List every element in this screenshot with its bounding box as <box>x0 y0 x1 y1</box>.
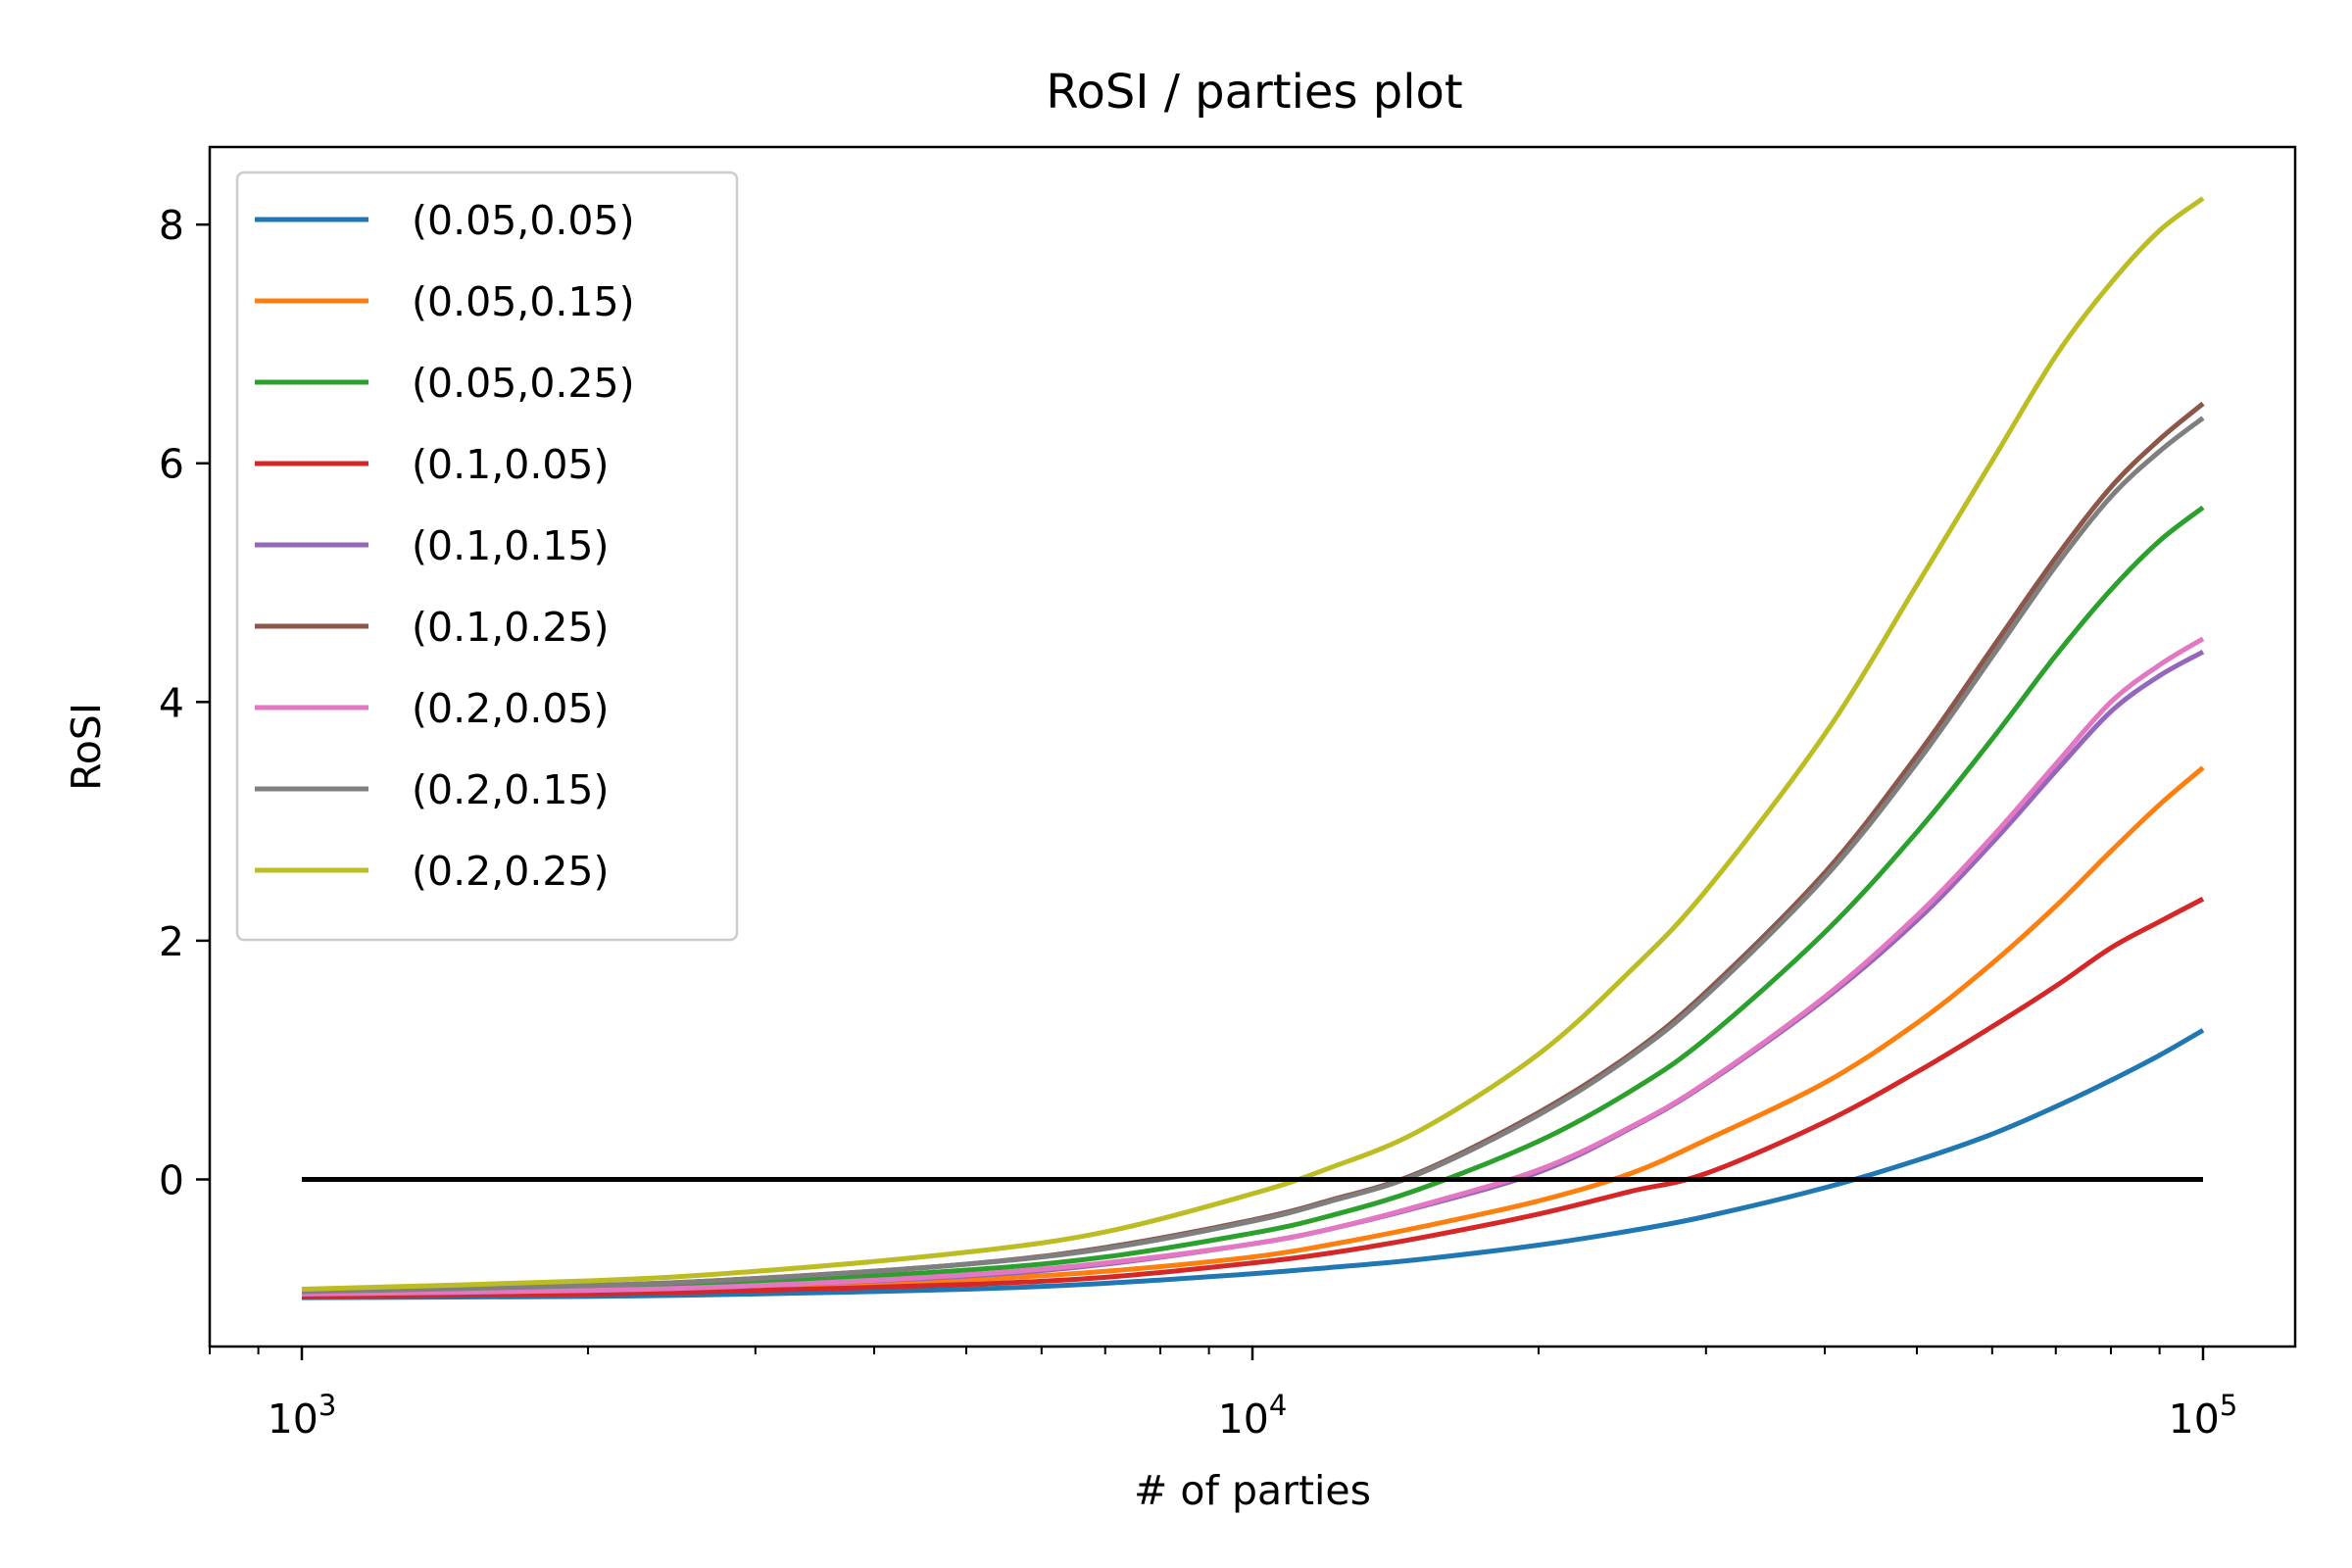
legend: (0.05,0.05) (0.05,0.15) (0.05,0.25) (0.1,0.… <box>235 171 739 942</box>
series-line-3 <box>301 505 2205 1296</box>
legend-box <box>235 171 739 942</box>
legend-label-9: (0.2,0.25) <box>412 848 610 895</box>
plot-lines <box>301 196 2205 1300</box>
y-tick-label: 0 <box>159 1156 184 1203</box>
legend-label-3: (0.05,0.25) <box>412 360 635 407</box>
series-line-1 <box>301 1028 2205 1300</box>
x-axis-label: # of parties <box>1134 1467 1371 1514</box>
y-tick-label: 4 <box>159 679 184 726</box>
legend-label-2: (0.05,0.15) <box>412 278 635 325</box>
y-tick-label: 6 <box>159 441 184 488</box>
x-tick-label: 103 <box>268 1389 337 1443</box>
y-axis-label: RoSI <box>63 703 110 791</box>
legend-label-1: (0.05,0.05) <box>412 197 635 244</box>
legend-label-4: (0.1,0.05) <box>412 441 610 488</box>
legend-label-5: (0.1,0.15) <box>412 522 610 569</box>
y-axis: 0 2 4 6 8 <box>159 202 210 1203</box>
x-tick-label: 105 <box>2169 1389 2238 1443</box>
legend-label-7: (0.2,0.05) <box>412 685 610 732</box>
x-tick-label: 104 <box>1218 1389 1288 1443</box>
legend-label-8: (0.2,0.15) <box>412 766 610 813</box>
legend-label-6: (0.1,0.25) <box>412 604 610 651</box>
x-axis: 103 104 105 <box>209 1347 2238 1443</box>
y-tick-label: 2 <box>159 918 184 965</box>
y-tick-label: 8 <box>159 202 184 249</box>
series-line-9 <box>301 196 2205 1293</box>
series-line-8 <box>301 416 2205 1295</box>
series-line-4 <box>301 897 2205 1299</box>
chart-title: RoSI / parties plot <box>1046 65 1462 120</box>
